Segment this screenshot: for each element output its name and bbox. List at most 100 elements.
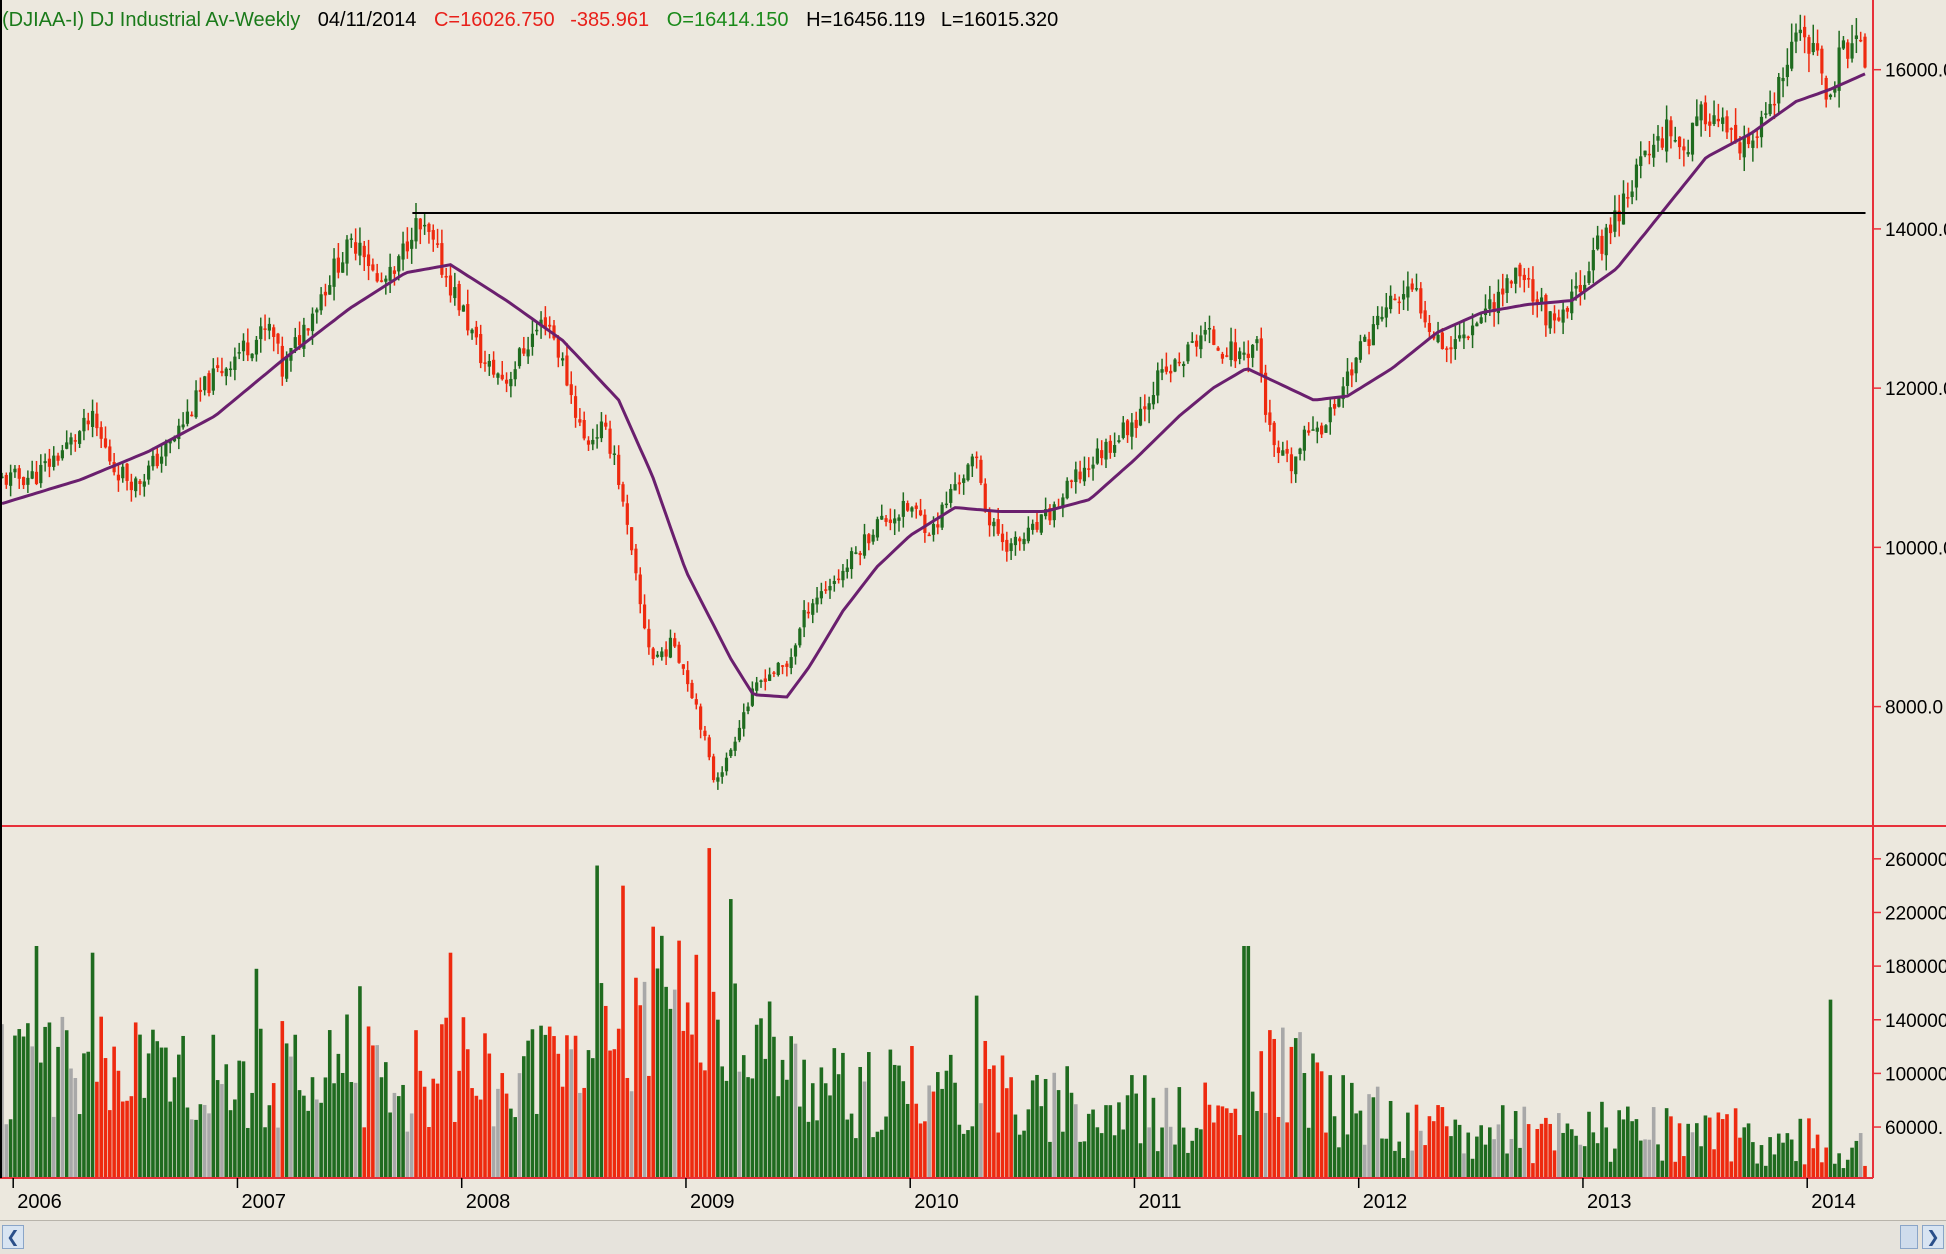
- price-candle: [1561, 300, 1565, 335]
- volume-bar: [500, 1073, 505, 1178]
- volume-bar: [1315, 1062, 1320, 1178]
- volume-bar: [1569, 1129, 1574, 1178]
- price-candle: [349, 233, 353, 248]
- volume-bar: [1104, 1105, 1108, 1178]
- price-candle: [522, 336, 526, 357]
- price-candle: [1376, 306, 1380, 330]
- volume-bar: [133, 1022, 138, 1178]
- volume-bar: [815, 1120, 819, 1178]
- volume-bar: [591, 1058, 595, 1178]
- volume-bar: [358, 986, 362, 1178]
- price-candle: [366, 239, 371, 281]
- price-candle: [82, 408, 86, 441]
- price-candle: [1458, 323, 1462, 342]
- volume-bar: [86, 1051, 91, 1178]
- volume-bar: [780, 1059, 785, 1178]
- price-candle: [1354, 357, 1358, 383]
- volume-bar: [4, 1124, 9, 1178]
- scroll-thumb[interactable]: [1900, 1225, 1918, 1249]
- volume-bar: [1798, 1118, 1803, 1178]
- price-candle: [681, 664, 685, 676]
- price-candle: [190, 411, 194, 417]
- volume-bar: [1302, 1073, 1307, 1178]
- price-candle: [1147, 396, 1151, 424]
- price-candle: [1177, 352, 1181, 367]
- volume-bar: [1052, 1072, 1057, 1178]
- price-candle: [716, 772, 720, 790]
- price-candle: [733, 736, 737, 757]
- price-candle: [1708, 113, 1712, 137]
- volume-bar: [1026, 1109, 1031, 1178]
- price-candle: [147, 460, 151, 485]
- price-candle: [1828, 93, 1833, 100]
- price-candle: [1108, 435, 1112, 459]
- volume-bar: [1518, 1147, 1522, 1178]
- volume-bar: [810, 1083, 815, 1178]
- volume-bar: [185, 1107, 190, 1178]
- price-candle: [677, 641, 681, 664]
- volume-bar: [1781, 1142, 1785, 1178]
- volume-bar: [672, 989, 677, 1178]
- price-candle: [1182, 361, 1186, 378]
- volume-bar: [504, 1093, 509, 1178]
- price-candle: [1600, 229, 1604, 261]
- volume-bar: [884, 1116, 888, 1178]
- price-candle: [1764, 102, 1768, 119]
- price-candle: [237, 342, 241, 360]
- price-candle: [854, 546, 858, 555]
- volume-bar: [207, 1113, 211, 1178]
- price-candle: [737, 720, 742, 743]
- volume-bar: [1608, 1161, 1613, 1178]
- price-candle: [220, 357, 224, 377]
- year-tick-label: 2006: [17, 1191, 62, 1213]
- scroll-right-icon[interactable]: ❯: [1922, 1225, 1944, 1249]
- volume-bar: [138, 1034, 142, 1178]
- volume-bar: [1755, 1163, 1759, 1178]
- volume-bar: [1449, 1136, 1453, 1178]
- volume-bar: [202, 1104, 207, 1178]
- volume-bar: [1164, 1087, 1169, 1178]
- price-candle: [936, 512, 940, 535]
- volume-bar: [1725, 1114, 1729, 1178]
- volume-bar: [1526, 1124, 1531, 1178]
- price-candle: [1164, 352, 1168, 375]
- price-candle: [1100, 440, 1104, 466]
- price-candle: [1837, 30, 1841, 108]
- price-candle: [250, 353, 254, 362]
- price-candle: [1699, 101, 1703, 137]
- volume-bar: [228, 1110, 233, 1178]
- price-candle: [1522, 268, 1526, 293]
- price-candle: [203, 375, 207, 396]
- volume-bar: [729, 899, 733, 1178]
- price-candle: [604, 414, 608, 430]
- horizontal-scrollbar[interactable]: ❮ ❯: [0, 1220, 1946, 1254]
- price-candle: [1212, 325, 1216, 346]
- volume-bar: [668, 1008, 673, 1178]
- volume-bar: [1030, 1080, 1035, 1178]
- price-candle: [228, 361, 233, 377]
- price-candle: [129, 473, 133, 502]
- price-candle: [423, 212, 427, 235]
- price-candle: [565, 342, 569, 387]
- price-candle: [328, 275, 332, 295]
- volume-bar: [992, 1065, 996, 1178]
- price-candle: [1682, 138, 1686, 167]
- volume-bar: [1582, 1146, 1587, 1178]
- volume-bar: [1462, 1153, 1466, 1178]
- volume-bar: [1466, 1132, 1471, 1178]
- price-candle: [668, 629, 673, 659]
- volume-bar: [1630, 1121, 1634, 1178]
- price-candle: [1850, 24, 1854, 63]
- volume-bar: [841, 1052, 845, 1178]
- volume-bar: [1845, 1159, 1850, 1178]
- price-candle: [858, 550, 862, 566]
- volume-bar: [1591, 1132, 1596, 1178]
- price-candle: [121, 461, 125, 483]
- volume-bar: [1350, 1082, 1354, 1178]
- scroll-left-icon[interactable]: ❮: [2, 1225, 24, 1249]
- volume-tick-label: 180000.: [1885, 957, 1946, 978]
- volume-bar: [1638, 1140, 1643, 1178]
- volume-bar: [1069, 1092, 1074, 1178]
- volume-bar: [750, 1078, 755, 1178]
- date-label: 04/11/2014: [318, 9, 417, 31]
